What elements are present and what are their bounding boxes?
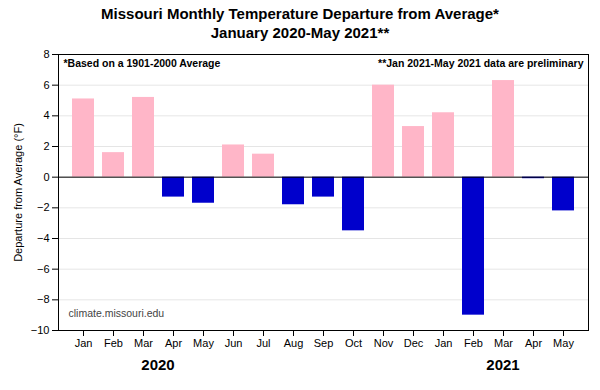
svg-text:Apr: Apr xyxy=(165,337,182,349)
svg-text:Oct: Oct xyxy=(345,337,362,349)
svg-text:May: May xyxy=(553,337,574,349)
svg-text:2: 2 xyxy=(43,140,49,152)
svg-text:Jan: Jan xyxy=(75,337,93,349)
svg-text:4: 4 xyxy=(43,109,49,121)
svg-text:Jan: Jan xyxy=(435,337,453,349)
svg-text:May: May xyxy=(193,337,214,349)
svg-text:Apr: Apr xyxy=(525,337,542,349)
svg-text:Mar: Mar xyxy=(134,337,153,349)
svg-text:−4: −4 xyxy=(37,232,50,244)
svg-text:climate.missouri.edu: climate.missouri.edu xyxy=(69,307,165,319)
svg-text:Jun: Jun xyxy=(225,337,243,349)
svg-text:2020: 2020 xyxy=(141,356,174,373)
svg-text:Feb: Feb xyxy=(464,337,483,349)
svg-text:Dec: Dec xyxy=(404,337,424,349)
svg-text:−10: −10 xyxy=(31,324,50,336)
svg-text:Mar: Mar xyxy=(494,337,513,349)
svg-text:−8: −8 xyxy=(37,293,50,305)
svg-text:Sep: Sep xyxy=(314,337,334,349)
svg-text:−2: −2 xyxy=(37,201,50,213)
svg-text:−6: −6 xyxy=(37,263,50,275)
svg-text:Feb: Feb xyxy=(104,337,123,349)
svg-text:8: 8 xyxy=(43,48,49,60)
svg-text:**Jan 2021-May 2021 data are p: **Jan 2021-May 2021 data are preliminary xyxy=(378,57,584,69)
svg-text:0: 0 xyxy=(43,171,49,183)
svg-text:Jul: Jul xyxy=(256,337,270,349)
svg-text:*Based on a 1901-2000 Average: *Based on a 1901-2000 Average xyxy=(64,57,221,69)
svg-text:Aug: Aug xyxy=(284,337,304,349)
svg-text:Nov: Nov xyxy=(374,337,394,349)
svg-text:6: 6 xyxy=(43,79,49,91)
svg-text:Departure from Average (°F): Departure from Average (°F) xyxy=(12,123,24,262)
html-text:Missouri Monthly Temperature D: Missouri Monthly Temperature Departure f… xyxy=(101,5,499,41)
svg-text:2021: 2021 xyxy=(486,356,519,373)
